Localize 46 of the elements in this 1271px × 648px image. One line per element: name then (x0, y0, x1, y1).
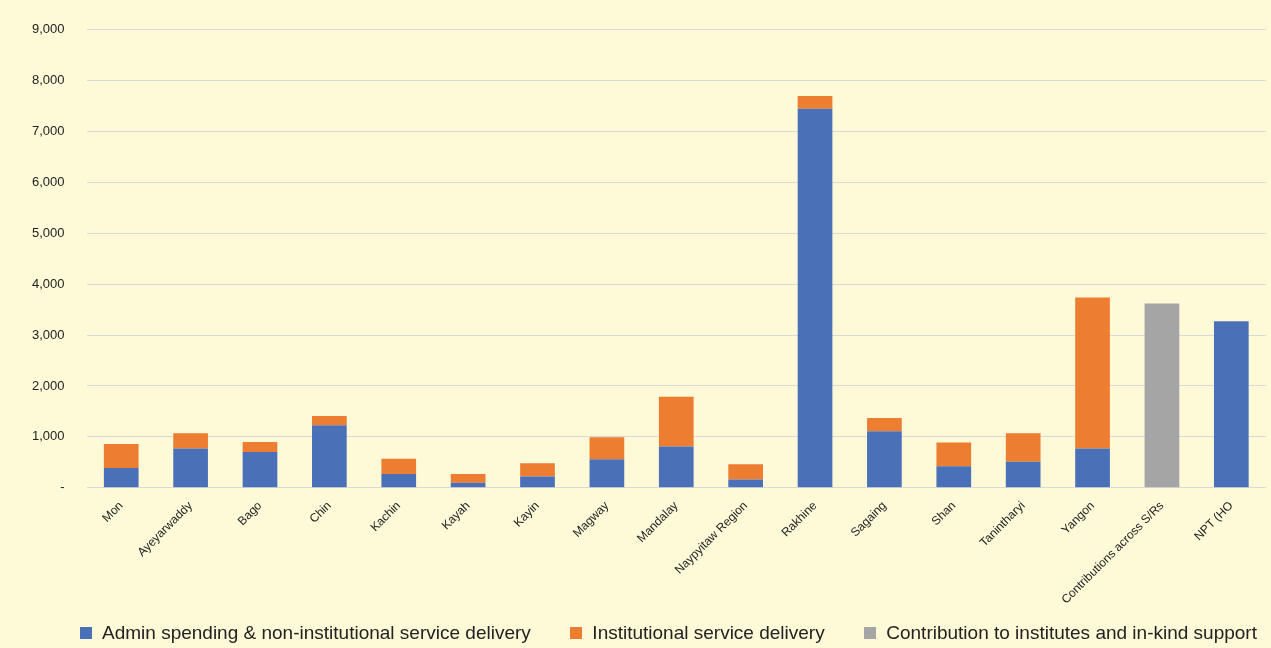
bar (103, 467, 139, 488)
bar (520, 463, 555, 477)
bar (312, 425, 347, 488)
bar (173, 448, 208, 488)
bar (381, 473, 417, 488)
bar (658, 446, 694, 488)
bar (728, 479, 763, 488)
bar (173, 433, 208, 449)
bar (450, 473, 486, 483)
bar (867, 418, 902, 432)
bar (936, 442, 972, 467)
y-tick-label: 7,000 (31, 123, 65, 139)
bar (658, 396, 694, 447)
bar (867, 431, 902, 488)
bar (242, 452, 278, 488)
legend-label: Contribution to institutes and in-kind support (886, 622, 1257, 644)
y-tick-label: 1,000 (31, 428, 65, 444)
bar (1075, 297, 1110, 449)
bar (312, 415, 347, 426)
bar (1144, 303, 1180, 488)
bar (242, 441, 278, 453)
bar (381, 458, 417, 474)
x-tick-label: Chin (306, 498, 334, 526)
bar (103, 443, 139, 468)
y-tick-label: 3,000 (31, 326, 65, 342)
bar (589, 459, 625, 488)
bar (1005, 461, 1041, 488)
y-tick-label: 8,000 (31, 72, 65, 88)
legend-label: Admin spending & non-institutional service delivery (102, 622, 531, 644)
legend-label: Institutional service delivery (592, 622, 825, 644)
x-tick-label: Mon (99, 498, 126, 525)
bar (1213, 321, 1249, 488)
bar (1075, 448, 1110, 488)
y-tick-label: 5,000 (31, 224, 65, 240)
bar (589, 437, 625, 460)
bar (797, 108, 833, 488)
y-tick-label: 9,000 (31, 21, 65, 37)
bar (797, 95, 833, 109)
bar (520, 476, 555, 488)
y-tick-label: 2,000 (31, 377, 65, 393)
bar (1005, 433, 1041, 462)
y-tick-label: 4,000 (31, 275, 65, 291)
y-tick-label: 6,000 (31, 174, 65, 190)
y-tick-label: - (60, 479, 65, 495)
bar (728, 464, 763, 480)
bar (936, 466, 972, 488)
